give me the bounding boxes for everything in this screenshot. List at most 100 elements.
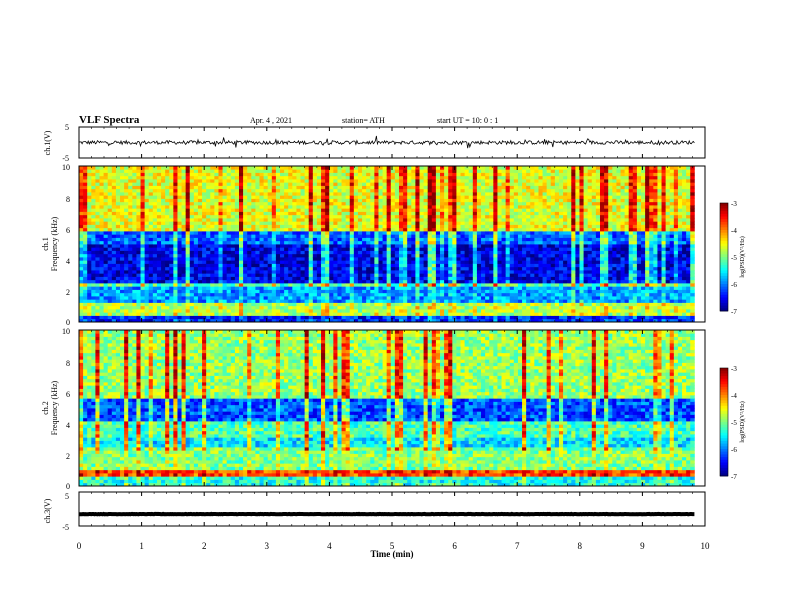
spectrogram-cell <box>124 179 129 183</box>
spectrogram-cell <box>362 273 367 277</box>
spectrogram-cell <box>152 237 158 242</box>
spectrogram-cell <box>189 257 195 261</box>
spectrogram-cell <box>423 211 429 216</box>
spectrogram-cell <box>481 286 486 290</box>
spectrogram-cell <box>99 198 105 203</box>
spectrogram-cell <box>218 283 223 287</box>
spectrogram-cell <box>173 263 178 268</box>
spectrogram-cell <box>308 312 314 316</box>
spectrogram-cell <box>247 299 252 303</box>
spectrogram-cell <box>132 211 137 216</box>
spectrogram-cell <box>95 260 100 264</box>
spectrogram-cell <box>362 237 367 242</box>
spectrogram-cell <box>481 305 486 310</box>
spectrogram-cell <box>415 299 420 303</box>
spectrogram-cell <box>296 240 301 245</box>
spectrogram-cell <box>501 208 507 212</box>
spectrogram-cell <box>333 250 338 255</box>
spectrogram-cell <box>337 257 342 261</box>
spectrogram-cell <box>87 312 92 316</box>
spectrogram-cell <box>206 309 211 313</box>
spectrogram-cell <box>243 257 248 261</box>
spectrogram-cell <box>493 214 498 219</box>
spectrogram-cell <box>382 240 388 245</box>
spectrogram-cell <box>132 198 137 203</box>
spectrogram-cell <box>489 192 494 196</box>
spectrogram-cell <box>329 273 334 277</box>
spectrogram-cell <box>226 214 232 219</box>
spectrogram-cell <box>103 283 109 287</box>
spectrogram-cell <box>107 224 113 229</box>
spectrogram-cell <box>91 205 96 209</box>
spectrogram-cell <box>415 185 420 190</box>
spectrogram-cell <box>304 266 310 271</box>
spectrogram-cell <box>165 221 170 225</box>
spectrogram-cell <box>165 234 170 238</box>
spectrogram-cell <box>415 309 420 313</box>
spectrogram-cell <box>296 250 301 255</box>
spectrogram-cell <box>173 198 178 203</box>
spectrogram-cell <box>386 253 392 258</box>
spectrogram-cell <box>485 231 490 235</box>
spectrogram-cell <box>189 312 195 316</box>
spectrogram-cell <box>349 315 355 320</box>
spectrogram-cell <box>103 273 109 277</box>
spectrogram-cell <box>79 188 84 193</box>
spectrogram-cell <box>435 283 441 287</box>
spectrogram-cell <box>230 237 236 242</box>
spectrogram-cell <box>280 195 285 199</box>
spectrogram-cell <box>169 227 174 232</box>
spectrogram-cell <box>284 299 289 303</box>
spectrogram-cell <box>308 315 314 320</box>
spectrogram-cell <box>288 198 293 203</box>
spectrogram-cell <box>91 244 96 248</box>
spectrogram-cell <box>460 201 466 206</box>
spectrogram-cell <box>415 175 420 180</box>
spectrogram-cell <box>197 279 203 284</box>
spectrogram-cell <box>115 247 121 251</box>
spectrogram-cell <box>247 201 252 206</box>
spectrogram-cell <box>161 270 166 274</box>
spectrogram-cell <box>144 312 150 316</box>
spectrogram-cell <box>493 237 498 242</box>
spectrogram-cell <box>333 175 338 180</box>
spectrogram-cell <box>111 312 117 316</box>
spectrogram-cell <box>202 253 207 258</box>
spectrogram-cell <box>329 286 334 290</box>
spectrogram-cell <box>501 231 507 235</box>
spectrogram-cell <box>316 192 322 196</box>
spectrogram-cell <box>136 234 141 238</box>
spectrogram-cell <box>456 201 461 206</box>
spectrogram-cell <box>128 302 133 307</box>
spectrogram-cell <box>452 205 457 209</box>
spectrogram-cell <box>288 214 293 219</box>
spectrogram-cell <box>222 312 228 316</box>
spectrogram-cell <box>185 214 191 219</box>
spectrogram-cell <box>251 286 256 290</box>
spectrogram-cell <box>202 201 207 206</box>
spectrogram-cell <box>464 253 470 258</box>
spectrogram-cell <box>165 260 170 264</box>
spectrogram-cell <box>124 309 129 313</box>
spectrogram-cell <box>386 266 392 271</box>
spectrogram-cell <box>255 312 260 316</box>
spectrogram-cell <box>259 240 265 245</box>
spectrogram-cell <box>115 240 121 245</box>
spectrogram-cell <box>419 247 424 251</box>
spectrogram-cell <box>284 211 289 216</box>
spectrogram-cell <box>95 224 100 229</box>
spectrogram-cell <box>91 299 96 303</box>
spectrogram-cell <box>423 279 429 284</box>
spectrogram-cell <box>321 305 326 310</box>
spectrogram-cell <box>177 309 182 313</box>
spectrogram-cell <box>267 221 273 225</box>
spectrogram-cell <box>267 227 273 232</box>
spectrogram-cell <box>366 273 371 277</box>
spectrogram-cell <box>173 305 178 310</box>
spectrogram-cell <box>275 231 281 235</box>
spectrogram-cell <box>83 231 88 235</box>
spectrogram-cell <box>99 302 105 307</box>
spectrogram-cell <box>440 221 445 225</box>
spectrogram-cell <box>312 312 318 316</box>
spectrogram-cell <box>292 175 297 180</box>
